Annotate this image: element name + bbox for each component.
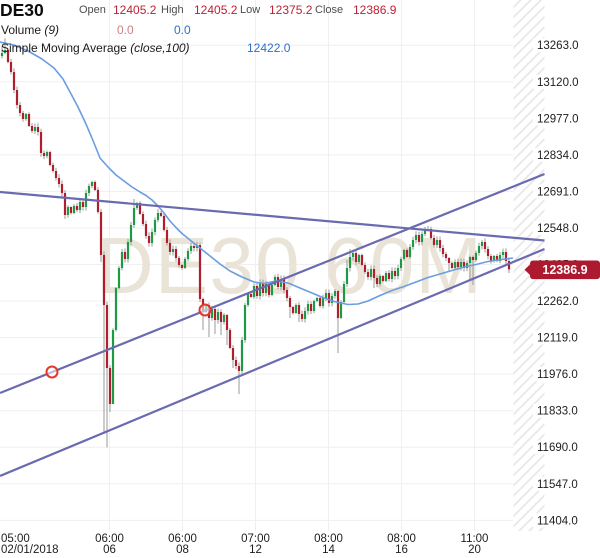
svg-text:12119.0: 12119.0 <box>537 333 578 345</box>
svg-text:11404.0: 11404.0 <box>537 515 578 527</box>
svg-text:12691.0: 12691.0 <box>537 186 579 198</box>
svg-text:13263.0: 13263.0 <box>537 40 579 52</box>
svg-text:12977.0: 12977.0 <box>537 113 579 125</box>
svg-text:08:00: 08:00 <box>387 533 416 545</box>
svg-text:02/01/2018: 02/01/2018 <box>1 544 59 556</box>
svg-text:12386.9: 12386.9 <box>542 263 587 277</box>
svg-text:06:00: 06:00 <box>95 533 124 545</box>
svg-text:08:00: 08:00 <box>314 533 343 545</box>
svg-text:12548.0: 12548.0 <box>537 223 579 235</box>
svg-text:05:00: 05:00 <box>1 533 30 545</box>
svg-text:07:00: 07:00 <box>241 533 270 545</box>
svg-text:11547.0: 11547.0 <box>537 479 578 491</box>
svg-text:11690.0: 11690.0 <box>537 442 578 454</box>
svg-text:14: 14 <box>322 544 335 556</box>
svg-text:11976.0: 11976.0 <box>537 369 578 381</box>
svg-text:12834.0: 12834.0 <box>537 150 579 162</box>
svg-text:06:00: 06:00 <box>168 533 197 545</box>
svg-text:11:00: 11:00 <box>461 533 489 545</box>
svg-text:DE30 60M: DE30 60M <box>96 221 482 310</box>
svg-text:16: 16 <box>395 544 408 556</box>
svg-text:08: 08 <box>176 544 189 556</box>
svg-text:12: 12 <box>249 544 262 556</box>
svg-text:11833.0: 11833.0 <box>537 406 578 418</box>
svg-text:20: 20 <box>468 544 481 556</box>
svg-text:06: 06 <box>103 544 116 556</box>
svg-text:13120.0: 13120.0 <box>537 77 579 89</box>
svg-text:12262.0: 12262.0 <box>537 296 579 308</box>
